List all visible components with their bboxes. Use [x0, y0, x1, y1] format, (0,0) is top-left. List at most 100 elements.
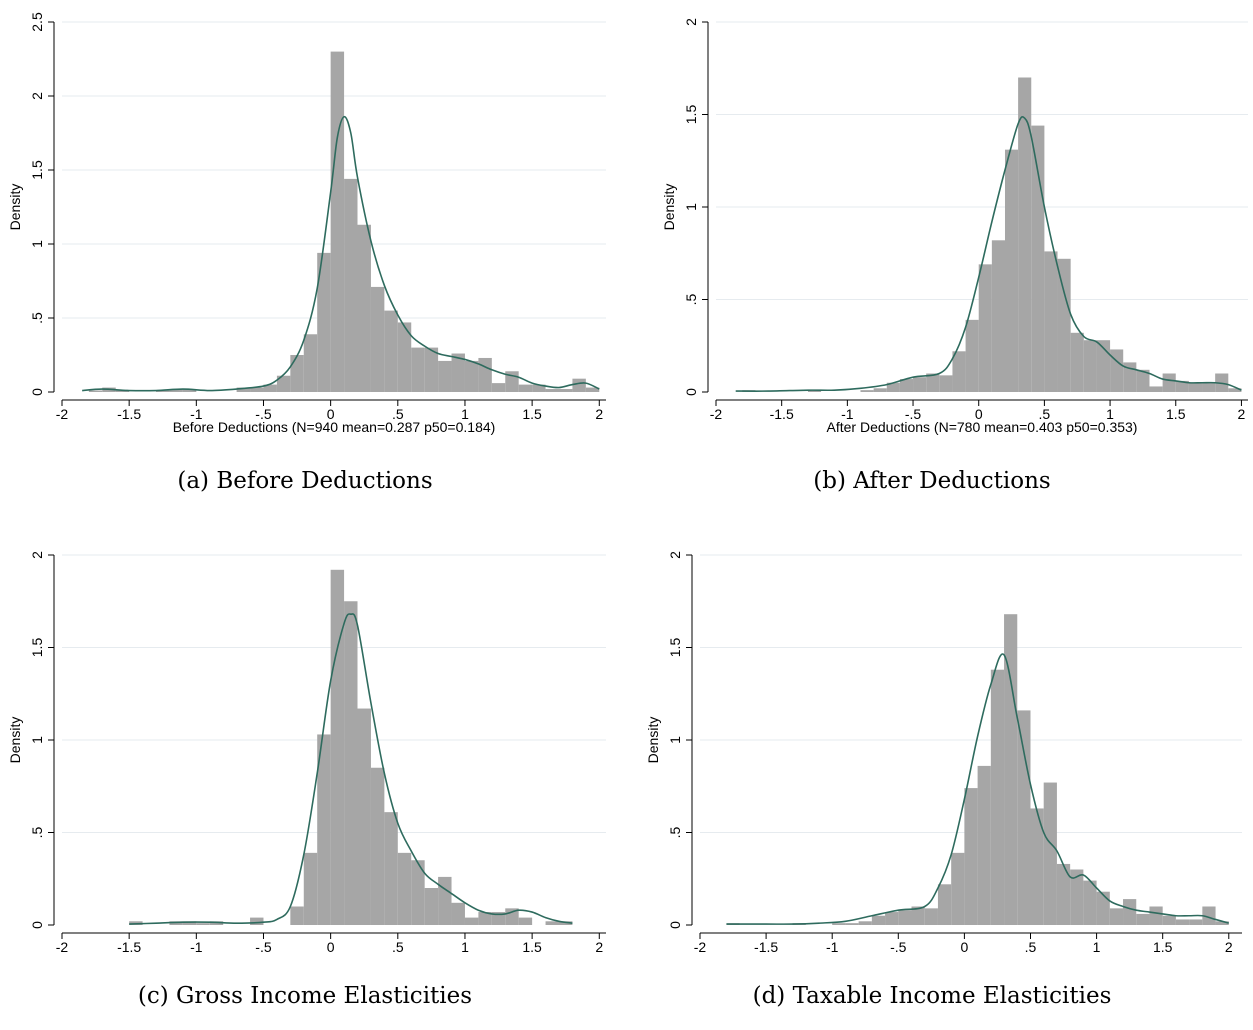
histogram-bar [518, 384, 533, 392]
histogram-bar [964, 788, 978, 925]
histogram-bar [873, 388, 887, 392]
x-tick-label: 0 [327, 406, 335, 422]
histogram-gross-income: 0 .5 1 1.5 2 -2 -1.5 -1 -.5 0 .5 1 1.5 2 Density Gross … [7, 551, 606, 955]
histogram-bar [330, 569, 345, 925]
caption-taxable-income: (d) Taxable Income Elasticities [752, 983, 1112, 1009]
histogram-after-deductions: 0 .5 1 1.5 2 -2 -1.5 -1 -.5 0 .5 1 1.5 2 Density After … [661, 18, 1248, 435]
histogram-bar [990, 669, 1005, 925]
chart-panel-gross-income: 0 .5 1 1.5 2 -2 -1.5 -1 -.5 0 .5 1 1.5 2 Density Gross … [0, 515, 626, 1030]
x-tick-label: 1.5 [1153, 939, 1173, 955]
x-tick-label: -.5 [255, 939, 272, 955]
x-tick-label: -1 [826, 939, 839, 955]
histogram-bar [518, 917, 533, 925]
histogram-bar [169, 389, 183, 392]
y-tick-label: 1 [29, 240, 45, 248]
x-axis-label: After Deductions (N=780 mean=0.403 p50=0… [827, 419, 1138, 435]
x-tick-label: -1.5 [117, 406, 141, 422]
histogram-bar [1070, 332, 1084, 392]
histogram-bar [1162, 915, 1176, 925]
histogram-bar [532, 384, 546, 392]
histogram-bar [344, 601, 358, 925]
histogram-bar [926, 373, 940, 392]
histogram-bar [585, 387, 600, 392]
histogram-bar [1162, 373, 1176, 392]
y-tick-label: .5 [683, 293, 699, 305]
x-tick-label: -1.5 [117, 939, 141, 955]
histogram-bar [1017, 710, 1031, 925]
y-axis-label: Density [7, 184, 23, 231]
histogram-bar [491, 912, 506, 925]
y-tick-label: 1.5 [683, 105, 699, 125]
histogram-bar [1202, 382, 1216, 392]
histogram-bar [411, 347, 425, 392]
histogram-bar [886, 382, 900, 392]
histogram-bar [807, 390, 822, 392]
density-curve [726, 653, 1229, 925]
histogram-bar [156, 390, 170, 392]
y-tick-label: 2.5 [29, 12, 45, 32]
histogram-bar [937, 884, 952, 925]
histogram-bar [1228, 388, 1242, 392]
histogram-bar [911, 906, 925, 925]
x-axis-label: Gross Income (N=414 mean=0.312 p50=0.227… [187, 952, 482, 955]
y-tick-label: 1.5 [29, 160, 45, 180]
histogram-bar [898, 910, 912, 925]
histogram-bar [464, 917, 479, 925]
x-axis-label: Before Deductions (N=940 mean=0.287 p50=… [173, 419, 496, 435]
y-axis-label: Density [645, 717, 661, 764]
histogram-bar [1109, 908, 1124, 925]
histogram-before-deductions: 0 .5 1 1.5 2 2.5 -2 -1.5 -1 -.5 0 .5 1 1.5 2 Density Bef… [7, 12, 606, 435]
y-tick-label: 2 [667, 551, 683, 559]
y-tick-label: 0 [29, 388, 45, 396]
x-tick-label: 2 [1225, 939, 1233, 955]
histogram-bar [438, 876, 452, 925]
histogram-bar [196, 923, 210, 925]
histogram-bar [250, 917, 264, 925]
histogram-bar [858, 921, 872, 925]
histogram-bar [263, 384, 277, 392]
y-axis-label: Density [7, 717, 23, 764]
density-curve [82, 115, 600, 392]
x-tick-label: -1 [190, 939, 203, 955]
histogram-bar [1057, 258, 1071, 392]
histogram-bar [464, 360, 479, 392]
histogram-bar [236, 387, 251, 392]
histogram-bar [1149, 906, 1163, 925]
x-tick-label: 1.5 [522, 406, 542, 422]
y-tick-label: 1.5 [29, 638, 45, 658]
histogram-bar [1123, 899, 1137, 925]
histogram-bar [871, 915, 886, 925]
histogram-bar [899, 379, 914, 392]
histogram-bar [572, 378, 586, 392]
y-tick-label: .5 [667, 826, 683, 838]
histogram-bar [1031, 125, 1045, 392]
x-tick-label: 1.5 [522, 939, 542, 955]
x-tick-label: -1 [190, 406, 203, 422]
histogram-bar [290, 906, 304, 925]
histogram-bar [1044, 251, 1058, 392]
histogram-bar [451, 902, 465, 925]
histogram-bar [1136, 913, 1150, 925]
y-tick-label: 1 [683, 203, 699, 211]
x-tick-label: 0 [327, 939, 335, 955]
histogram-bar [478, 357, 492, 392]
histogram-bar [1043, 782, 1057, 925]
histogram-bar [977, 765, 991, 925]
histogram-bar [344, 178, 358, 392]
y-tick-label: .5 [29, 826, 45, 838]
histogram-bar [1189, 919, 1203, 925]
caption-before-deductions: (a) Before Deductions [177, 468, 433, 494]
caption-after-deductions: (b) After Deductions [813, 468, 1051, 494]
histogram-bar [545, 921, 559, 925]
histogram-bar [424, 888, 439, 925]
x-tick-label: 0 [960, 939, 968, 955]
histogram-bar [1096, 340, 1111, 392]
x-tick-label: -1.5 [754, 939, 778, 955]
histogram-bar [438, 360, 452, 392]
histogram-bar [397, 852, 412, 925]
histogram-bar [545, 389, 559, 392]
histogram-bar [357, 224, 371, 392]
histogram-bar [357, 708, 371, 925]
y-tick-label: 0 [29, 921, 45, 929]
x-tick-label: 2 [595, 939, 603, 955]
